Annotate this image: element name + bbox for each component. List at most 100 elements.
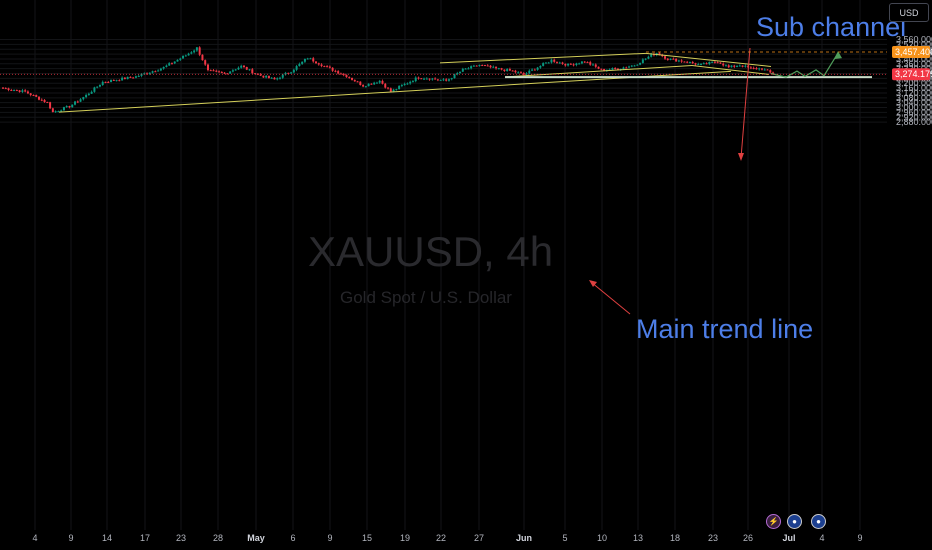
us-flag-event-icon[interactable]: ●	[787, 514, 802, 529]
candle-body	[434, 78, 437, 80]
projection-path[interactable]	[770, 52, 839, 78]
candle-body	[744, 65, 747, 67]
candle-body	[123, 77, 126, 80]
candle-body	[447, 79, 450, 81]
candle-body	[118, 80, 121, 82]
candle-body	[46, 102, 49, 104]
candle-body	[110, 79, 113, 83]
candle-body	[594, 64, 597, 67]
candle-body	[442, 79, 445, 81]
candle-body	[672, 58, 675, 60]
channel-lower-line[interactable]	[504, 65, 693, 78]
candle-body	[54, 111, 57, 113]
x-tick-label: 18	[670, 533, 680, 543]
candle-body	[439, 79, 442, 81]
y-tick-label: 3,120.000	[896, 88, 932, 98]
sub-channel-arrow	[740, 47, 751, 159]
candle-body	[608, 69, 611, 71]
candle-body	[74, 101, 77, 105]
candle-body	[265, 75, 268, 78]
x-tick-label: 4	[32, 533, 37, 543]
candle-body	[603, 68, 606, 71]
trend-line-arrow	[590, 281, 631, 315]
sub-channel-lower-line[interactable]	[691, 65, 770, 75]
candle-body	[140, 74, 143, 76]
candle-body	[486, 65, 489, 67]
candle-body	[752, 67, 755, 69]
x-tick-label: 9	[857, 533, 862, 543]
candle-body	[82, 97, 85, 100]
candle-body	[722, 63, 725, 66]
candle-body	[334, 70, 337, 72]
price-tag-label: 3,274.175	[895, 69, 932, 79]
candle-body	[669, 58, 672, 60]
candle-body	[215, 70, 218, 72]
candle-body	[567, 63, 570, 66]
candle-body	[151, 71, 154, 73]
candle-body	[24, 90, 27, 92]
price-axis[interactable]: 2,880.0002,920.0002,960.0003,000.0003,04…	[892, 35, 932, 128]
channel-upper-line[interactable]	[439, 52, 647, 64]
candle-body	[461, 68, 464, 72]
candle-body	[375, 82, 378, 84]
candle-body	[597, 66, 600, 69]
candle-body	[556, 61, 558, 63]
candle-body	[691, 61, 694, 64]
candle-body	[173, 61, 176, 64]
candle-body	[21, 90, 24, 92]
candle-body	[630, 65, 633, 67]
candle-body	[60, 110, 63, 112]
candle-body	[273, 77, 276, 80]
candle-body	[522, 73, 525, 75]
candle-body	[697, 64, 700, 66]
candle-body	[436, 79, 439, 81]
candle-body	[326, 66, 329, 68]
candle-body	[622, 67, 625, 69]
candle-body	[544, 62, 547, 64]
candle-body	[295, 66, 298, 70]
currency-label: USD	[899, 7, 919, 18]
candle-body	[254, 73, 257, 75]
candle-body	[242, 65, 245, 68]
candle-body	[425, 78, 428, 80]
candle-body	[121, 77, 124, 81]
candle-body	[628, 66, 631, 68]
candle-body	[65, 106, 68, 108]
candle-body	[342, 74, 345, 76]
candle-body	[170, 63, 173, 65]
time-axis[interactable]: 4 9 14 17 23 28 May 6 9 15 19 22 27 Jun 5 10 13 18 23 26 Jul…	[32, 533, 862, 543]
candle-body	[456, 73, 459, 75]
candle-body	[62, 107, 65, 111]
candle-body	[259, 74, 262, 76]
candle-body	[702, 63, 705, 65]
x-tick-label: 4	[819, 533, 824, 543]
candle-body	[112, 79, 115, 81]
drawing-layer	[58, 47, 872, 315]
lightning-event-icon[interactable]: ⚡	[766, 514, 781, 529]
candle-body	[700, 63, 703, 65]
candle-body	[328, 66, 331, 68]
candle-body	[18, 90, 21, 92]
currency-selector[interactable]: USD	[889, 3, 929, 22]
candle-body	[711, 61, 714, 63]
price-tag	[892, 68, 930, 81]
candle-body	[470, 66, 473, 69]
candle-body	[115, 80, 118, 82]
candle-body	[453, 74, 456, 79]
candle-body	[586, 62, 589, 64]
candle-body	[362, 85, 365, 87]
candle-body	[497, 68, 500, 70]
candle-body	[71, 104, 74, 108]
x-tick-label: 15	[362, 533, 372, 543]
projection-arrowhead	[834, 51, 842, 60]
candle-body	[13, 90, 16, 92]
x-tick-label: 9	[327, 533, 332, 543]
us-flag-event-icon-2[interactable]: ●	[811, 514, 826, 529]
sub-channel-upper-line[interactable]	[645, 52, 772, 67]
candle-body	[87, 93, 90, 95]
x-tick-label: 9	[68, 533, 73, 543]
candle-body	[270, 77, 273, 79]
candle-body	[445, 79, 448, 81]
y-tick-label: 3,000.000	[896, 103, 932, 113]
